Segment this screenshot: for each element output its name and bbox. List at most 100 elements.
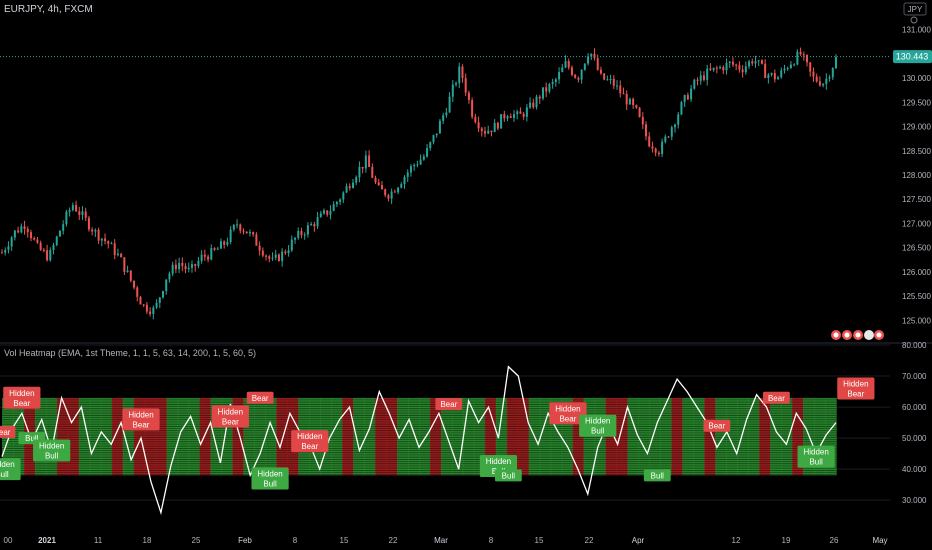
heatmap-column (748, 397, 760, 476)
time-tick-label: 25 (192, 536, 201, 545)
candle-body (432, 135, 435, 143)
candle-body (516, 111, 519, 115)
candle-body (448, 96, 451, 113)
candle-body (223, 241, 226, 245)
candle-body (429, 142, 432, 149)
signal-label-text: Hidden (0, 460, 15, 469)
candle-body (184, 266, 187, 270)
price-tick-label: 127.500 (902, 195, 931, 204)
candle-body (29, 232, 32, 239)
candle-body (165, 279, 168, 292)
bull-signal-label: Bull (494, 469, 522, 482)
signal-label-text: Bull (45, 452, 59, 461)
oscillator-axis[interactable]: 80.000 70.000 60.000 50.000 40.000 30.000 (902, 341, 927, 505)
candle-body (136, 287, 139, 297)
price-tick-label: 130.000 (902, 74, 931, 83)
candle-body (281, 251, 284, 262)
bear-signal-label: Bear (703, 419, 731, 432)
candle-body (310, 224, 313, 226)
heatmap-column (133, 397, 146, 476)
candle-body (673, 124, 676, 128)
candle-body (355, 177, 358, 183)
candle-body (496, 122, 499, 129)
bear-signal-label: Bear (763, 391, 790, 404)
candle-body (39, 242, 42, 250)
candle-body (590, 53, 593, 57)
candle-body (512, 114, 515, 118)
candle-body (104, 238, 107, 242)
signal-label-bg (549, 402, 587, 425)
candle-body (757, 60, 760, 62)
candle-body (500, 114, 503, 129)
price-tick-label: 125.000 (902, 316, 931, 325)
candle-body (306, 225, 309, 235)
price-axis[interactable]: 131.000130.500130.000129.500129.000128.5… (902, 26, 931, 326)
axis-settings-icon[interactable] (910, 16, 918, 24)
candle-body (525, 107, 528, 117)
signal-label-text: Hidden (218, 407, 243, 416)
candle-body (445, 112, 448, 116)
candle-body (532, 102, 535, 108)
candle-body (168, 273, 171, 280)
candle-body (91, 229, 94, 232)
candle-body (203, 254, 206, 257)
candle-body (580, 69, 583, 80)
time-axis[interactable]: 00 2021 11 18 25 Feb 8 15 22 Mar 8 15 22 Apr 12 19 26 May (4, 536, 888, 545)
signal-label-bg (797, 445, 835, 468)
heatmap-column (627, 397, 640, 476)
candle-body (248, 232, 251, 234)
candle-body (178, 262, 181, 270)
candle-body (683, 95, 686, 103)
currency-badge[interactable]: JPY (903, 2, 927, 16)
candle-body (23, 226, 26, 230)
candle-body (767, 74, 770, 78)
event-markers[interactable] (831, 330, 884, 340)
current-price-tag: 130.443 (893, 50, 932, 64)
candle-body (393, 191, 396, 193)
candle-body (416, 164, 419, 166)
candle-body (1, 252, 3, 254)
candle-body (754, 61, 757, 64)
candle-body (809, 62, 812, 72)
candle-body (113, 243, 116, 256)
candle-body (171, 264, 174, 274)
candle-body (545, 87, 548, 92)
candle-body (406, 172, 409, 177)
candle-body (75, 205, 78, 212)
heatmap-column (660, 397, 672, 476)
candle-body (129, 270, 132, 281)
candle-body (509, 116, 512, 118)
candle-body (342, 192, 345, 200)
candle-body (677, 114, 680, 125)
candle-body (596, 58, 599, 70)
candle-body (219, 241, 222, 249)
signal-label-text: Bear (13, 399, 30, 408)
time-tick-label: 12 (732, 536, 741, 545)
candle-body (210, 248, 213, 260)
candle-body (661, 141, 664, 155)
symbol-title[interactable]: EURJPY, 4h, FXCM (4, 4, 93, 15)
time-tick-label: May (872, 536, 887, 545)
candle-body (648, 136, 651, 147)
heatmap-column (484, 397, 497, 476)
heatmap-column (276, 397, 288, 476)
candle-body (519, 111, 522, 114)
candle-body (667, 136, 670, 138)
signal-label-bg (703, 419, 731, 432)
candle-body (451, 84, 454, 97)
candle-body (616, 85, 619, 87)
candle-body (609, 78, 612, 80)
candle-body (155, 302, 158, 308)
candle-body (46, 250, 49, 261)
candle-body (200, 254, 203, 261)
candle-body (477, 122, 480, 129)
candle-body (49, 249, 52, 261)
candle-body (332, 204, 335, 211)
candle-body (303, 234, 306, 236)
indicator-title[interactable]: Vol Heatmap (EMA, 1st Theme, 1, 1, 5, 63… (4, 348, 256, 358)
candle-body (770, 73, 773, 75)
